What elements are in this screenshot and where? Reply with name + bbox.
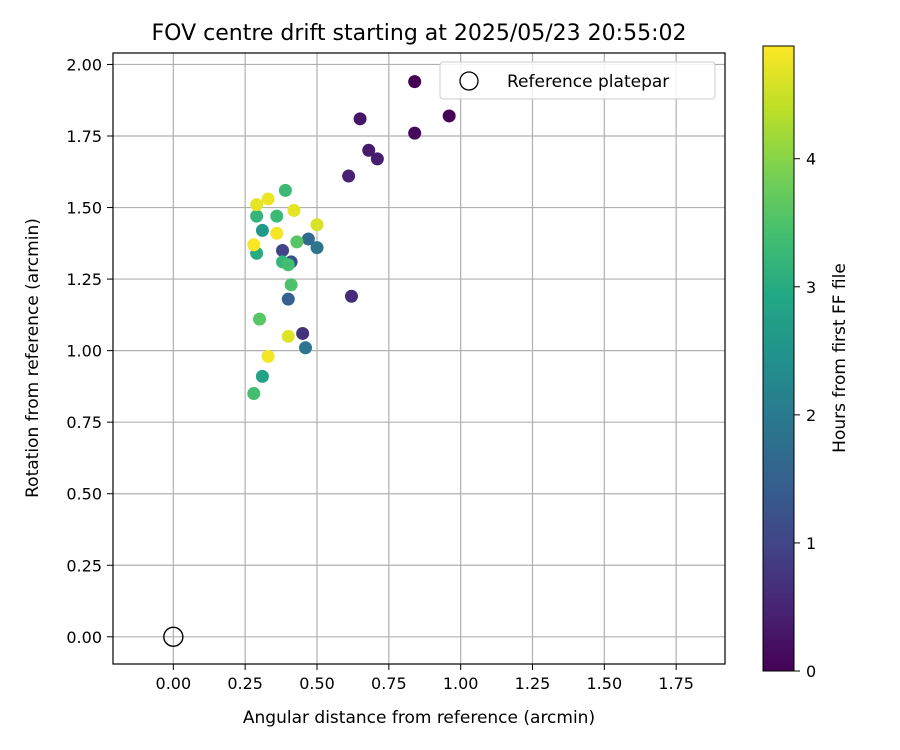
data-point — [270, 226, 284, 240]
x-tick-label: 0.50 — [299, 674, 335, 693]
data-point — [287, 203, 301, 217]
data-point — [250, 209, 264, 223]
x-tick-label: 1.00 — [443, 674, 479, 693]
reference-point-layer — [163, 626, 184, 648]
colorbar-label: Hours from first FF file — [830, 263, 850, 453]
data-point — [255, 223, 269, 237]
y-axis-ticks: 0.00 0.25 0.50 0.75 1.00 1.25 1.50 1.75 2.00 — [66, 55, 113, 647]
x-axis-ticks: 0.00 0.25 0.50 0.75 1.00 1.25 1.50 1.75 — [156, 664, 694, 693]
y-tick-label: 0.00 — [66, 628, 102, 647]
data-point — [296, 326, 310, 340]
colorbar-ticks: 0 1 2 3 4 — [794, 150, 816, 681]
legend-reference-marker — [459, 71, 479, 91]
y-tick-label: 1.00 — [66, 342, 102, 361]
legend: Reference platepar — [439, 61, 716, 100]
y-tick-label: 1.25 — [66, 270, 102, 289]
y-tick-label: 0.50 — [66, 485, 102, 504]
colorbar-gradient — [762, 45, 795, 672]
data-point — [250, 198, 264, 212]
colorbar-tick-label: 2 — [806, 406, 816, 425]
data-point — [342, 169, 356, 183]
y-tick-label: 1.75 — [66, 127, 102, 146]
data-point — [281, 292, 295, 306]
reference-point-marker — [163, 626, 184, 648]
y-tick-label: 0.75 — [66, 413, 102, 432]
x-tick-label: 0.00 — [156, 674, 192, 693]
data-point — [408, 75, 422, 89]
x-tick-label: 0.25 — [227, 674, 263, 693]
grid — [113, 53, 725, 664]
data-point — [344, 289, 358, 303]
data-point — [310, 218, 324, 232]
y-axis-label: Rotation from reference (arcmin) — [23, 218, 43, 498]
x-axis-label: Angular distance from reference (arcmin) — [243, 708, 595, 728]
data-point — [270, 209, 284, 223]
y-tick-label: 1.50 — [66, 199, 102, 218]
data-point — [247, 387, 261, 401]
data-point — [353, 112, 367, 126]
data-point — [370, 152, 384, 166]
data-point — [301, 232, 315, 246]
data-point — [255, 369, 269, 383]
data-point — [278, 183, 292, 197]
x-tick-label: 1.25 — [515, 674, 551, 693]
x-tick-label: 1.75 — [658, 674, 694, 693]
data-point — [299, 341, 313, 355]
y-tick-label: 2.00 — [66, 55, 102, 74]
colorbar-tick-label: 3 — [806, 278, 816, 297]
data-point — [261, 349, 275, 363]
data-point — [276, 243, 290, 257]
data-point — [253, 312, 267, 326]
data-point — [247, 238, 261, 252]
colorbar-tick-label: 0 — [806, 662, 816, 681]
colorbar: 0 1 2 3 4 Hours from first FF file — [762, 45, 850, 681]
data-point — [284, 278, 298, 292]
data-point — [281, 329, 295, 343]
data-point — [310, 241, 324, 255]
plot-frame — [112, 52, 726, 665]
data-point — [290, 235, 304, 249]
data-point — [442, 109, 456, 123]
x-tick-label: 1.50 — [587, 674, 623, 693]
colorbar-tick-label: 1 — [806, 534, 816, 553]
data-points — [247, 75, 456, 401]
data-point — [281, 258, 295, 272]
legend-box — [439, 61, 716, 100]
chart-title: FOV centre drift starting at 2025/05/23 … — [152, 21, 687, 46]
colorbar-tick-label: 4 — [806, 150, 816, 169]
y-tick-label: 0.25 — [66, 556, 102, 575]
data-point — [408, 126, 422, 140]
x-tick-label: 0.75 — [371, 674, 407, 693]
data-point — [261, 192, 275, 206]
data-point — [362, 143, 376, 157]
legend-reference-label: Reference platepar — [507, 72, 669, 92]
